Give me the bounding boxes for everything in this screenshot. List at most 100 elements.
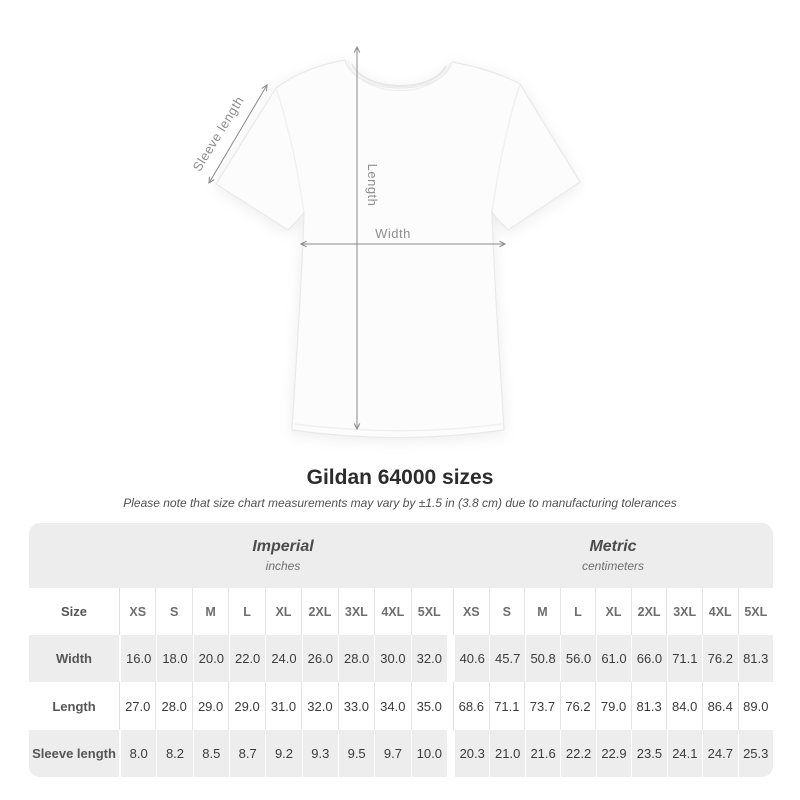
value-cell: 24.1 [666, 730, 702, 777]
value-cell: 33.0 [337, 682, 374, 730]
table-body: Size XS S M L XL 2XL 3XL 4XL 5XL XS S M L XL 2XL 3XL 4XL 5… [29, 588, 773, 777]
value-cell: 28.0 [155, 682, 191, 730]
size-header-cell: M [191, 588, 228, 635]
imperial-group: 16.0 18.0 20.0 22.0 24.0 26.0 28.0 30.0 32.0 [119, 635, 447, 682]
size-header-cell: M [524, 588, 560, 635]
value-cell: 25.3 [737, 730, 773, 777]
imperial-group: XS S M L XL 2XL 3XL 4XL 5XL [119, 588, 447, 635]
value-cell: 18.0 [156, 635, 192, 682]
group-divider [447, 588, 453, 635]
size-row-label: Size [60, 604, 87, 619]
table-row: Length 27.0 28.0 29.0 29.0 31.0 32.0 33.0 34.0 35… [29, 682, 773, 730]
size-table: Imperial inches Metric centimeters Size X… [29, 523, 773, 777]
row-label: Sleeve length [32, 746, 116, 761]
size-header-cell: S [488, 588, 525, 635]
metric-group: 68.6 71.1 73.7 76.2 79.0 81.3 84.0 86.4 89.0 [453, 682, 773, 730]
value-cell: 29.0 [228, 682, 264, 730]
metric-group: XS S M L XL 2XL 3XL 4XL 5XL [453, 588, 773, 635]
group-divider [447, 635, 453, 682]
value-cell: 68.6 [453, 682, 489, 730]
value-cell: 84.0 [666, 682, 702, 730]
imperial-group: 8.0 8.2 8.5 8.7 9.2 9.3 9.5 9.7 10.0 [119, 730, 447, 777]
value-cell: 16.0 [119, 635, 156, 682]
row-label: Length [52, 698, 96, 714]
tshirt-graphic: Sleeve length Length Width [189, 45, 581, 439]
size-header-cell: 5XL [410, 588, 447, 635]
row-label: Width [56, 651, 92, 666]
sleeve-length-arrow [208, 83, 268, 185]
size-header-cell: XL [595, 588, 631, 635]
value-cell: 24.7 [702, 730, 737, 777]
value-cell: 21.6 [524, 730, 560, 777]
value-cell: 32.0 [410, 635, 447, 682]
size-header-cell: 4XL [701, 588, 738, 635]
tolerance-note: Please note that size chart measurements… [123, 496, 677, 510]
value-cell: 30.0 [374, 635, 410, 682]
metric-title: Metric [589, 538, 637, 555]
size-header-cell: XS [119, 588, 155, 635]
value-cell: 31.0 [264, 682, 301, 730]
size-header-cell: S [155, 588, 191, 635]
value-cell: 24.0 [265, 635, 301, 682]
value-cell: 79.0 [595, 682, 631, 730]
width-label: Width [375, 226, 411, 241]
group-divider [447, 682, 453, 730]
value-cell: 50.8 [524, 635, 560, 682]
value-cell: 89.0 [737, 682, 774, 730]
value-cell: 22.9 [595, 730, 631, 777]
value-cell: 10.0 [410, 730, 447, 777]
value-cell: 8.2 [156, 730, 192, 777]
value-cell: 45.7 [489, 635, 524, 682]
value-cell: 8.0 [119, 730, 156, 777]
value-cell: 8.7 [228, 730, 265, 777]
table-row: Sleeve length 8.0 8.2 8.5 8.7 9.2 9.3 9.5 9.7 10.… [29, 730, 773, 777]
metric-group: 20.3 21.0 21.6 22.2 22.9 23.5 24.1 24.7 25.3 [453, 730, 773, 777]
imperial-header: Imperial inches [119, 538, 447, 573]
value-cell: 22.2 [560, 730, 595, 777]
shirt-measurement-diagram: Sleeve length Length Width [140, 0, 660, 460]
unit-header-band: Imperial inches Metric centimeters [29, 523, 773, 588]
value-cell: 66.0 [631, 635, 666, 682]
value-cell: 29.0 [191, 682, 228, 730]
tshirt-shape [215, 59, 581, 439]
size-header-cell: XS [453, 588, 489, 635]
imperial-group: 27.0 28.0 29.0 29.0 31.0 32.0 33.0 34.0 35.0 [119, 682, 447, 730]
value-cell: 76.2 [559, 682, 596, 730]
metric-unit: centimeters [581, 559, 645, 573]
imperial-unit: inches [265, 559, 301, 573]
value-cell: 71.1 [488, 682, 525, 730]
value-cell: 8.5 [192, 730, 229, 777]
value-cell: 61.0 [595, 635, 631, 682]
value-cell: 9.3 [301, 730, 338, 777]
table-row: Width 16.0 18.0 20.0 22.0 24.0 26.0 28.0 30.0 32.… [29, 635, 773, 682]
metric-group: 40.6 45.7 50.8 56.0 61.0 66.0 71.1 76.2 81.3 [453, 635, 773, 682]
value-cell: 26.0 [301, 635, 338, 682]
imperial-title: Imperial [252, 538, 314, 555]
value-cell: 9.2 [265, 730, 301, 777]
value-cell: 81.3 [630, 682, 667, 730]
size-header-cell: 5XL [737, 588, 774, 635]
value-cell: 20.0 [192, 635, 229, 682]
value-cell: 81.3 [737, 635, 773, 682]
page-title: Gildan 64000 sizes [306, 466, 494, 489]
value-cell: 86.4 [701, 682, 738, 730]
size-header-cell: 2XL [630, 588, 667, 635]
value-cell: 35.0 [410, 682, 447, 730]
length-label: Length [365, 164, 380, 207]
value-cell: 73.7 [524, 682, 560, 730]
size-header-cell: 4XL [374, 588, 410, 635]
value-cell: 32.0 [301, 682, 337, 730]
size-header-cell: 3XL [337, 588, 374, 635]
metric-header: Metric centimeters [453, 538, 773, 573]
value-cell: 71.1 [666, 635, 702, 682]
value-cell: 9.7 [374, 730, 410, 777]
size-header-cell: 3XL [666, 588, 702, 635]
value-cell: 28.0 [337, 635, 374, 682]
value-cell: 76.2 [702, 635, 737, 682]
value-cell: 21.0 [489, 730, 524, 777]
value-cell: 34.0 [374, 682, 410, 730]
value-cell: 20.3 [453, 730, 489, 777]
value-cell: 27.0 [119, 682, 155, 730]
value-cell: 9.5 [337, 730, 374, 777]
size-header-cell: 2XL [301, 588, 337, 635]
